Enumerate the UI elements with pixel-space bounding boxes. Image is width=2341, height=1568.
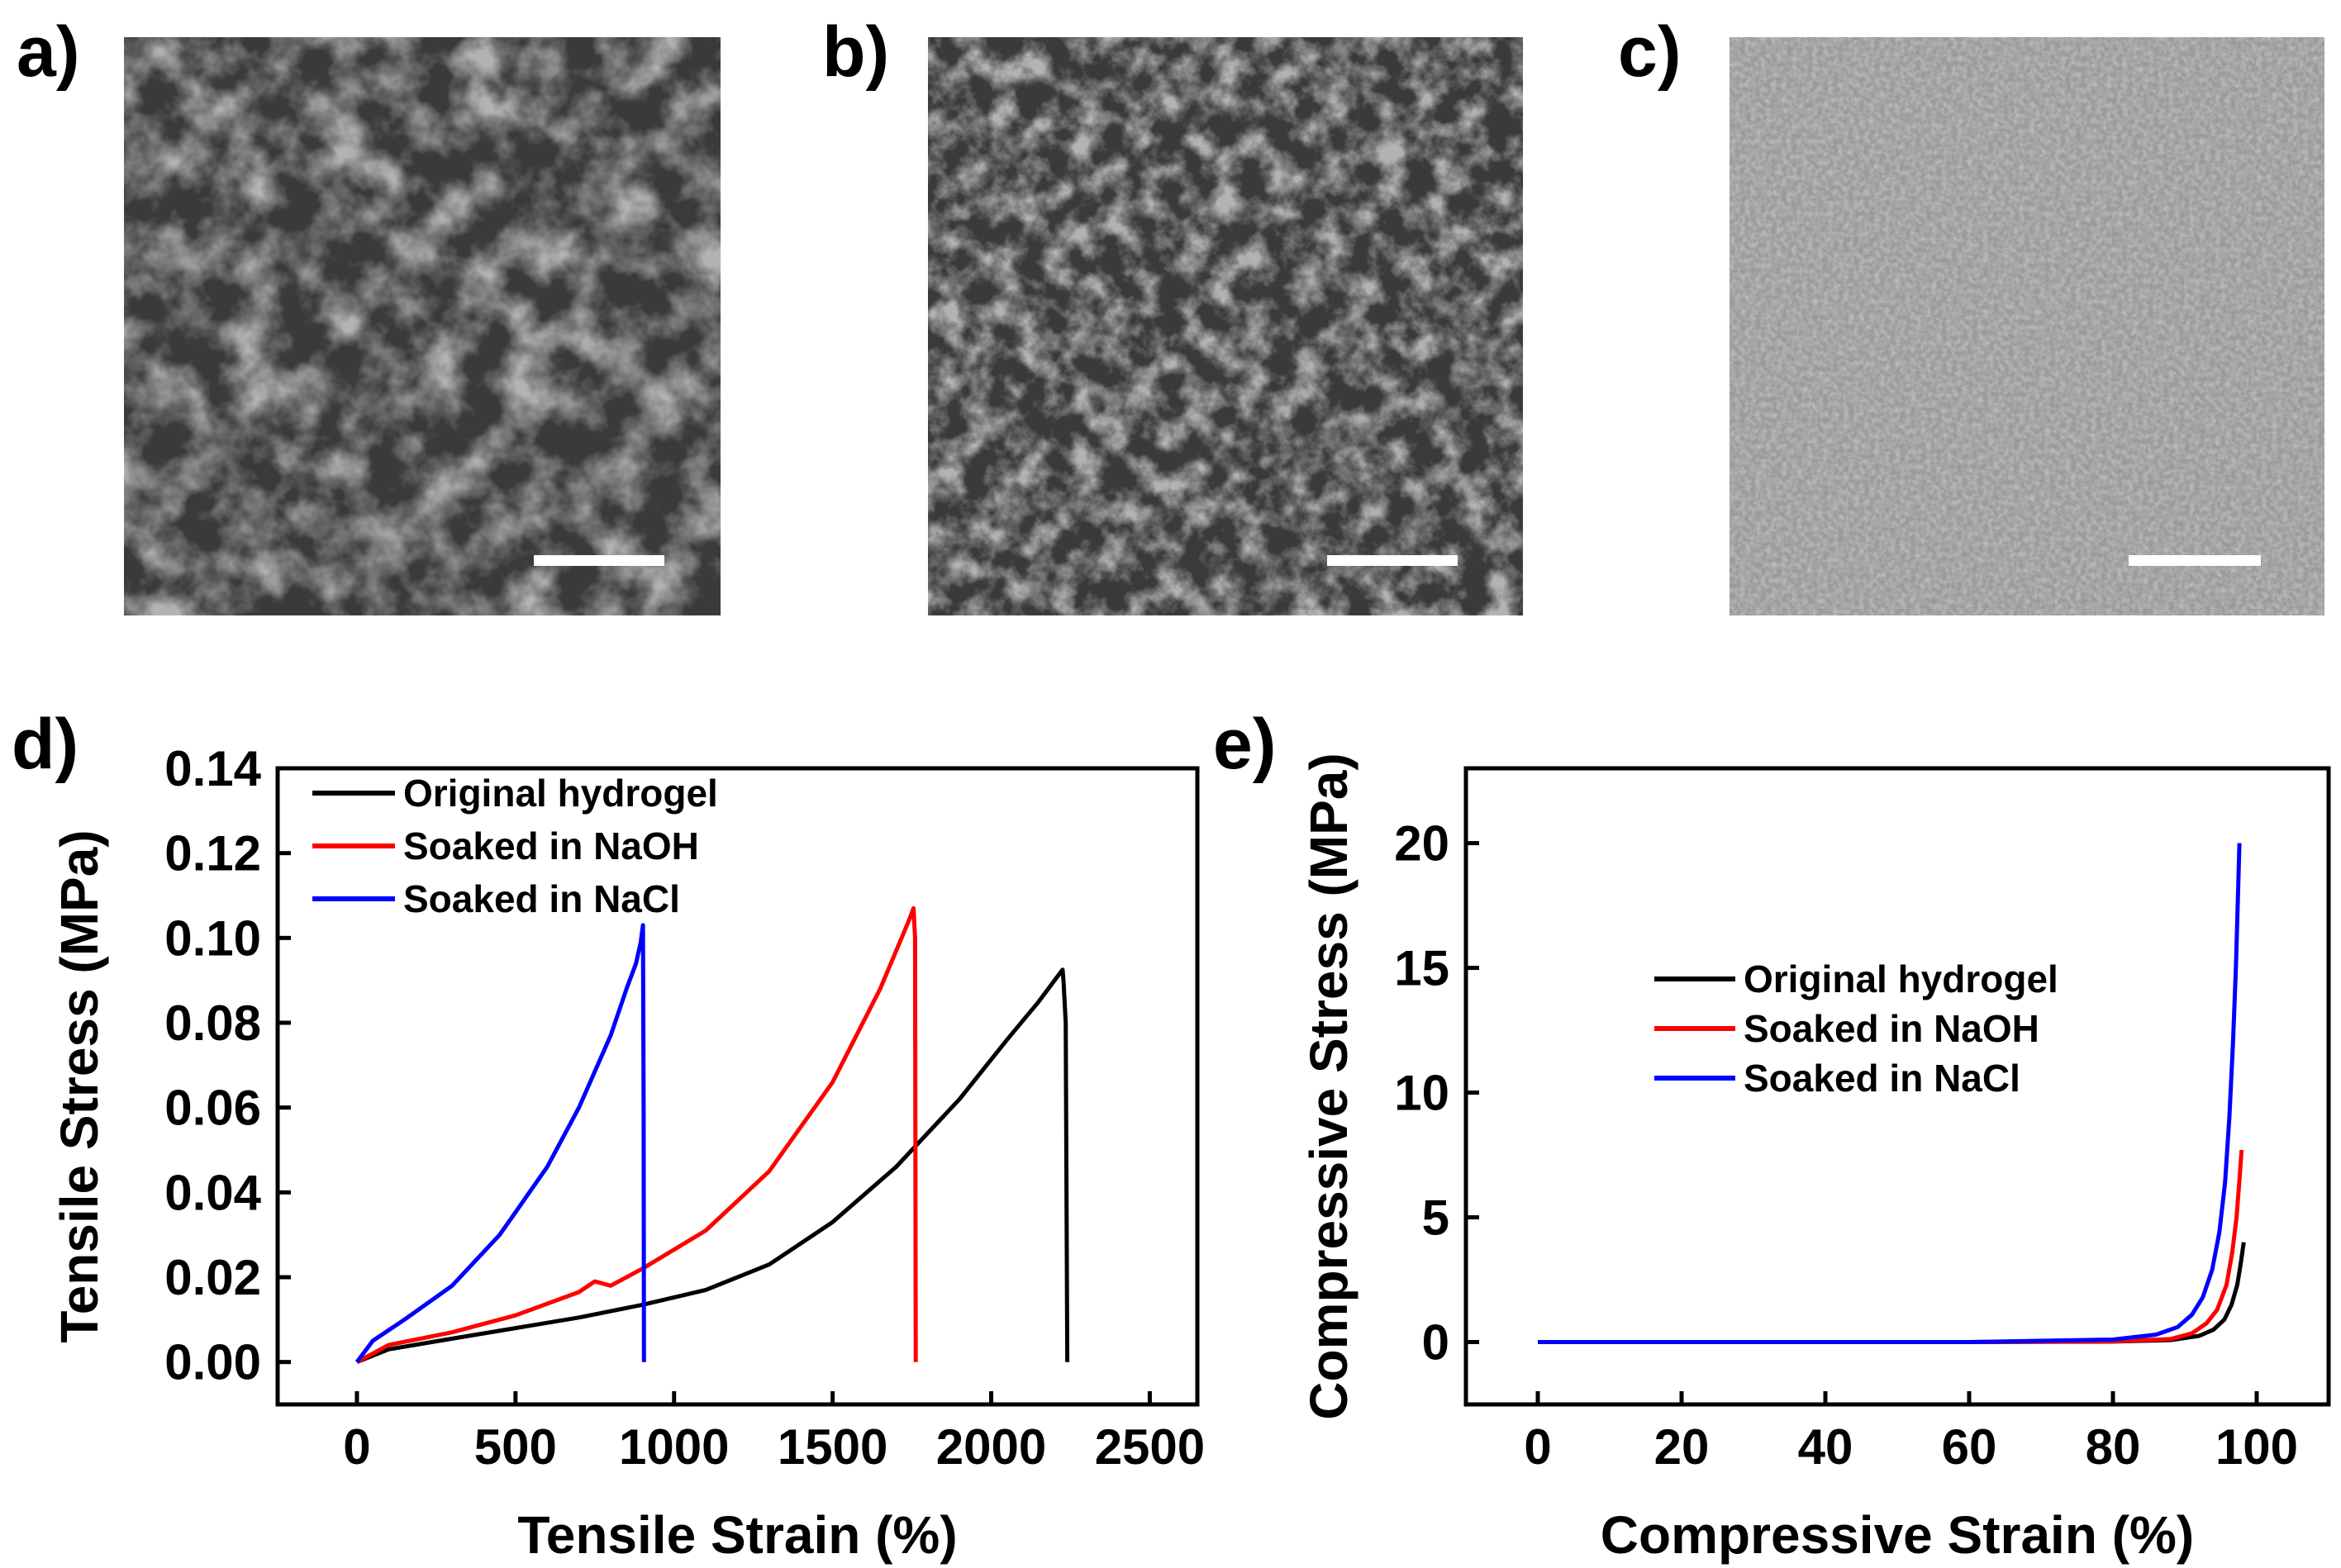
panel-b-label: b) — [822, 12, 889, 92]
y-tick-label: 5 — [1422, 1190, 1449, 1246]
y-tick-label: 0.02 — [164, 1250, 261, 1305]
scale-bar-b — [1327, 555, 1458, 566]
y-axis-title: Tensile Stress (MPa) — [50, 829, 109, 1342]
x-tick-label: 2500 — [1095, 1419, 1205, 1475]
x-tick-label: 20 — [1654, 1419, 1710, 1475]
y-tick-label: 10 — [1394, 1066, 1449, 1121]
x-tick-label: 0 — [343, 1419, 370, 1475]
panel-a-label: a) — [17, 12, 79, 92]
x-tick-label: 1500 — [778, 1419, 887, 1475]
legend-label-nacl: Soaked in NaCl — [1744, 1057, 2020, 1100]
y-tick-label: 20 — [1394, 816, 1449, 872]
x-axis-title: Tensile Strain (%) — [517, 1505, 957, 1565]
legend-label-original: Original hydrogel — [403, 772, 718, 815]
legend-label-nacl: Soaked in NaCl — [403, 877, 680, 920]
x-tick-label: 100 — [2215, 1419, 2298, 1475]
series-line-nacl — [1538, 843, 2242, 1344]
y-tick-label: 0.04 — [164, 1165, 261, 1220]
x-tick-label: 500 — [474, 1419, 557, 1475]
y-tick-label: 0.14 — [164, 741, 261, 796]
y-tick-label: 0.12 — [164, 826, 261, 881]
x-tick-label: 2000 — [936, 1419, 1046, 1475]
scale-bar-c — [2129, 555, 2261, 566]
tensile-chart: 0 500 1000 1500 2000 2500 0.00 0.02 0.04 0.06 0.08… — [50, 741, 1205, 1565]
series-line-nacl — [354, 923, 646, 1364]
x-tick-label: 80 — [2086, 1419, 2141, 1475]
compressive-chart: 0 20 40 60 80 100 0 5 10 15 20 Compressive Strain (… — [1299, 753, 2331, 1565]
sem-image-c — [1730, 37, 2324, 615]
series-line-naoh — [1538, 1149, 2244, 1344]
y-tick-label: 0.00 — [164, 1335, 261, 1390]
y-tick-label: 0.10 — [164, 910, 261, 966]
legend-label-naoh: Soaked in NaOH — [1744, 1007, 2039, 1050]
x-tick-label: 0 — [1524, 1419, 1551, 1475]
panel-e-label: e) — [1213, 705, 1276, 784]
y-tick-label: 15 — [1394, 941, 1449, 996]
plot-frame — [1463, 766, 2331, 1407]
x-tick-label: 1000 — [619, 1419, 729, 1475]
x-axis-title: Compressive Strain (%) — [1601, 1505, 2194, 1565]
panel-c-label: c) — [1618, 12, 1681, 92]
x-tick-label: 40 — [1798, 1419, 1853, 1475]
sem-image-a — [124, 37, 721, 615]
legend-label-original: Original hydrogel — [1744, 957, 2058, 1000]
series-line-original — [355, 967, 1070, 1365]
y-tick-label: 0.08 — [164, 995, 261, 1051]
y-tick-label: 0 — [1422, 1315, 1449, 1371]
series-line-original — [1538, 1242, 2246, 1344]
series-line-naoh — [355, 905, 918, 1364]
x-tick-label: 60 — [1942, 1419, 1997, 1475]
legend-label-naoh: Soaked in NaOH — [403, 824, 699, 867]
y-tick-label: 0.06 — [164, 1081, 261, 1136]
scale-bar-a — [534, 555, 664, 566]
sem-image-b — [928, 37, 1523, 615]
y-axis-title: Compressive Stress (MPa) — [1299, 753, 1358, 1419]
plot-frame — [275, 766, 1200, 1407]
panel-d-label: d) — [12, 705, 79, 784]
